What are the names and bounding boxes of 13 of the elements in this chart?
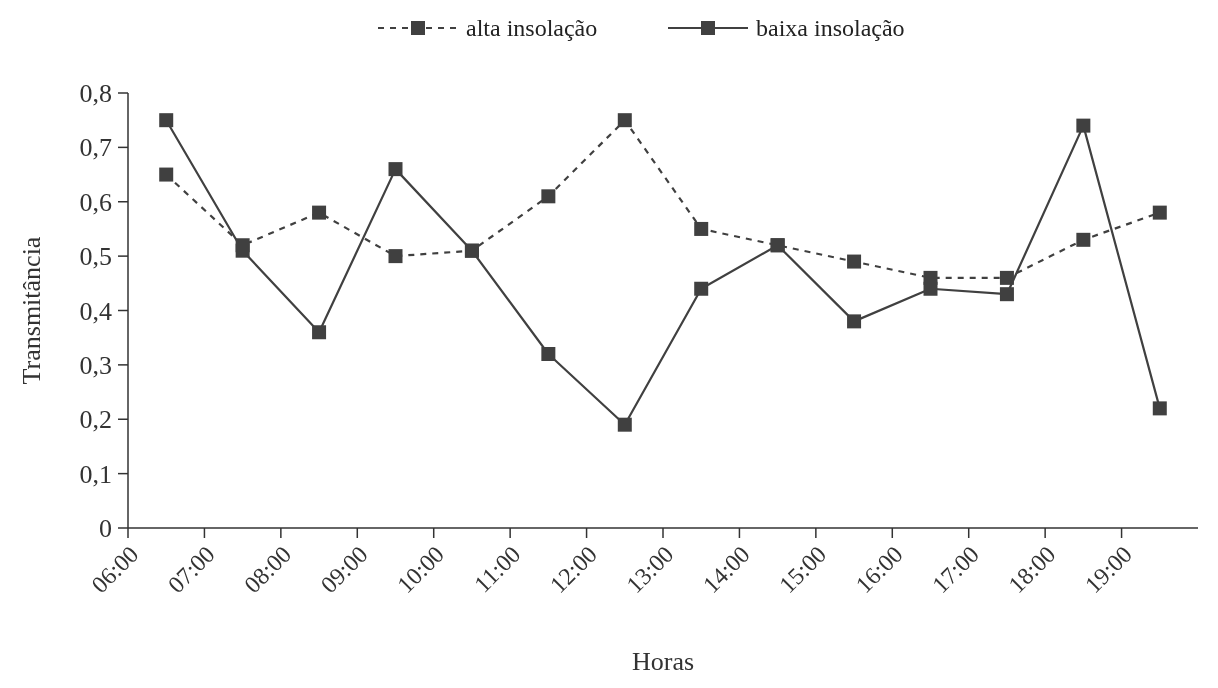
y-axis-title: Transmitância xyxy=(17,236,46,385)
y-tick-label: 0,2 xyxy=(79,405,112,435)
y-tick-label: 0,8 xyxy=(79,79,112,109)
legend-label: alta insolação xyxy=(466,15,598,42)
legend-label: baixa insolação xyxy=(756,15,905,42)
y-tick-label: 0,4 xyxy=(79,296,112,326)
y-tick-label: 0,3 xyxy=(79,350,112,380)
y-tick-label: 0,5 xyxy=(79,242,112,272)
x-axis-title: Horas xyxy=(631,647,695,676)
y-tick-label: 0,1 xyxy=(79,459,112,489)
y-tick-label: 0,6 xyxy=(79,187,112,217)
y-tick-label: 0 xyxy=(99,514,112,544)
y-tick-label: 0,7 xyxy=(79,133,112,163)
